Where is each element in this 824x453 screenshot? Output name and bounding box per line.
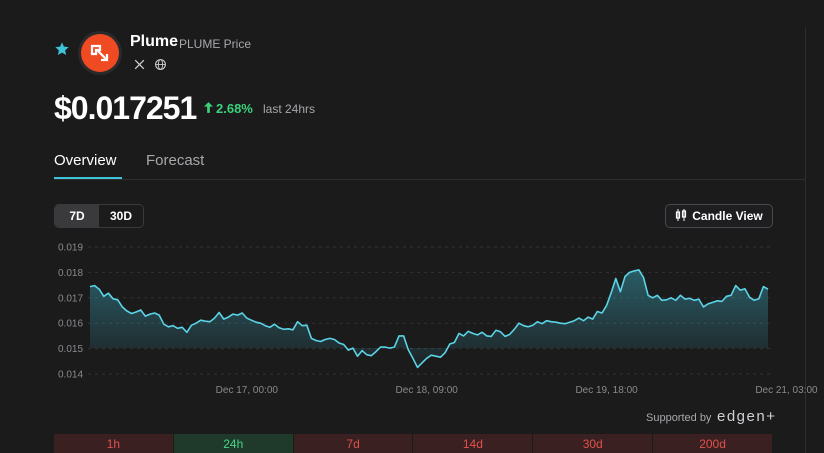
tab-divider xyxy=(54,179,805,180)
y-tick-label: 0.016 xyxy=(58,319,83,330)
price-line xyxy=(89,269,769,369)
panel-border xyxy=(805,28,806,453)
y-tick-label: 0.019 xyxy=(58,243,83,254)
coin-subtitle: PLUME Price xyxy=(179,37,252,51)
plume-logo-icon xyxy=(81,34,119,72)
supported-by-label: Supported by xyxy=(646,412,712,424)
coin-name: Plume xyxy=(130,33,179,50)
candle-view-label: Candle View xyxy=(692,209,763,223)
x-tick-label: Dec 17, 00:00 xyxy=(216,385,279,396)
favorite-star-icon[interactable] xyxy=(54,41,70,57)
x-tick-label: Dec 19, 18:00 xyxy=(575,385,638,396)
y-tick-label: 0.017 xyxy=(58,293,83,304)
timeframe-200d[interactable]: 200d xyxy=(653,434,773,453)
x-tick-label: Dec 21, 03:00 xyxy=(755,385,818,396)
timeframe-7d[interactable]: 7d xyxy=(293,434,414,453)
current-price: $0.017251 xyxy=(54,90,197,126)
timeframe-24h[interactable]: 24h xyxy=(173,434,294,453)
tab-forecast[interactable]: Forecast xyxy=(146,152,205,169)
y-tick-label: 0.015 xyxy=(58,344,83,355)
price-area xyxy=(90,269,768,368)
y-tick-label: 0.014 xyxy=(58,370,83,381)
timeframe-14d[interactable]: 14d xyxy=(413,434,534,453)
coin-logo xyxy=(78,31,122,75)
timeframe-performance: 1h 24h 7d 14d 30d 200d xyxy=(54,434,773,453)
price-change-value: 2.68% xyxy=(216,101,253,116)
price-chart[interactable]: 0.019 0.018 0.017 0.016 0.015 0.014 Dec 17, 0… xyxy=(0,235,824,405)
globe-icon[interactable] xyxy=(154,58,167,71)
candlestick-icon xyxy=(675,208,687,224)
y-tick-label: 0.018 xyxy=(58,268,83,279)
candle-view-button[interactable]: Candle View xyxy=(665,204,773,228)
social-links xyxy=(133,58,167,71)
active-tab-indicator xyxy=(54,177,122,179)
edgen-logo[interactable]: edgen+ xyxy=(717,408,777,425)
x-icon[interactable] xyxy=(133,58,146,71)
timeframe-30d[interactable]: 30d xyxy=(533,434,654,453)
tab-overview[interactable]: Overview xyxy=(54,152,117,169)
range-30d-button[interactable]: 30D xyxy=(109,209,132,223)
x-tick-label: Dec 18, 09:00 xyxy=(396,385,459,396)
timeframe-1h[interactable]: 1h xyxy=(54,434,174,453)
range-7d-button[interactable]: 7D xyxy=(55,205,99,227)
range-toggle: 7D 30D xyxy=(54,204,144,228)
price-change: 2.68% xyxy=(204,101,253,116)
change-period: last 24hrs xyxy=(263,102,316,116)
arrow-up-icon xyxy=(204,101,213,116)
